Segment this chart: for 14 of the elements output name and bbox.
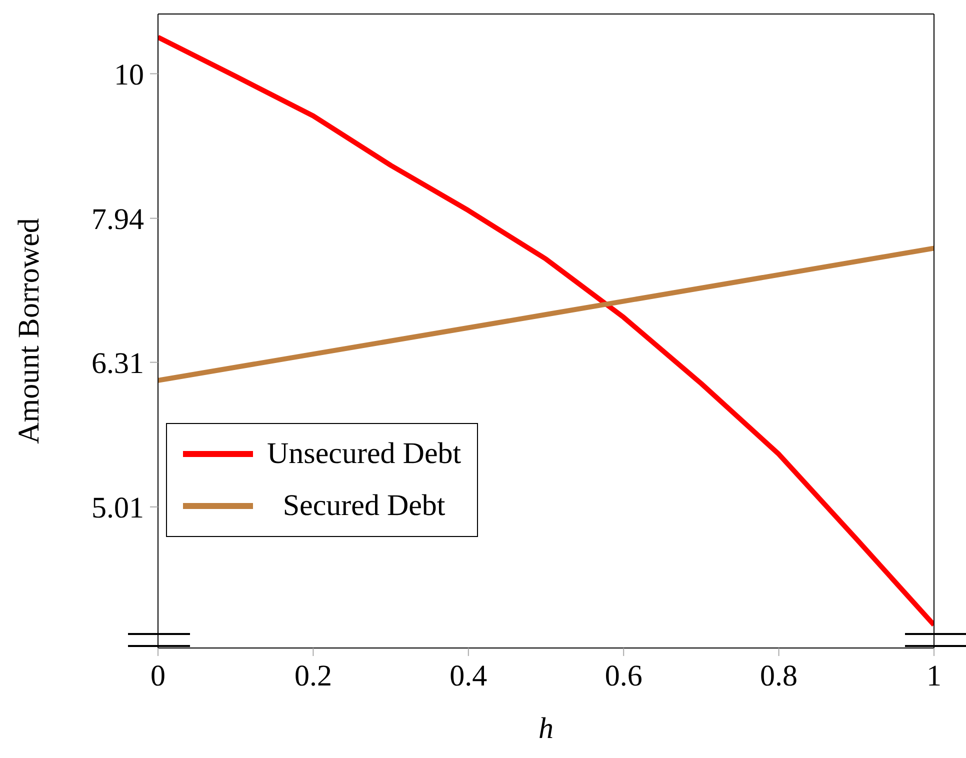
x-tick-label: 0.6: [604, 659, 642, 692]
x-tick-label: 0: [150, 659, 166, 692]
x-axis-title: h: [538, 712, 554, 745]
x-tick-label: 0.2: [294, 659, 332, 692]
legend-label: Unsecured Debt: [267, 437, 462, 471]
y-tick-label: 6.31: [92, 346, 144, 380]
legend-label: Secured Debt: [282, 489, 446, 523]
y-tick-label: 5.01: [92, 492, 144, 525]
x-tick-label: 0.8: [760, 659, 798, 692]
x-tick-label: 0.4: [450, 659, 488, 692]
y-tick-label: 10: [114, 58, 144, 92]
y-axis-title: Amount Borrowed: [12, 218, 46, 444]
x-tick-label: 1: [926, 659, 942, 692]
y-tick-label: 7.94: [92, 202, 144, 236]
